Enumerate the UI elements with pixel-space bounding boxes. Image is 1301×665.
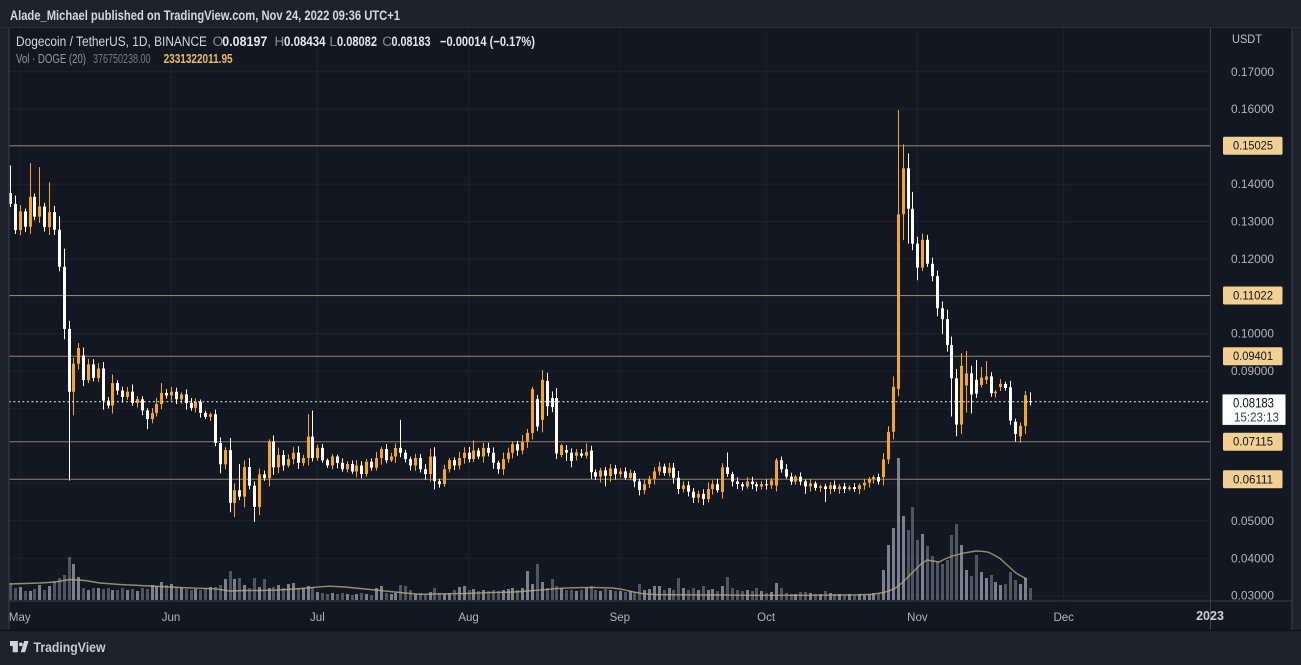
svg-text:USDT: USDT (1232, 34, 1262, 46)
svg-text:Sep: Sep (610, 612, 630, 624)
svg-text:0.12000: 0.12000 (1231, 254, 1274, 266)
svg-text:0.08082: 0.08082 (337, 34, 377, 49)
svg-text:15:23:13: 15:23:13 (1234, 411, 1279, 425)
svg-text:376750238.00: 376750238.00 (93, 51, 151, 66)
svg-text:0.10000: 0.10000 (1231, 329, 1274, 341)
svg-text:C: C (382, 34, 392, 49)
svg-text:Jul: Jul (310, 612, 325, 624)
svg-text:0.15025: 0.15025 (1233, 141, 1273, 153)
svg-text:0.17000: 0.17000 (1231, 67, 1274, 79)
svg-text:Dogecoin / TetherUS, 1D, BINAN: Dogecoin / TetherUS, 1D, BINANCE (16, 34, 207, 49)
svg-text:0.11022: 0.11022 (1233, 291, 1273, 303)
svg-text:Aug: Aug (458, 612, 478, 624)
svg-text:Jun: Jun (162, 612, 181, 624)
svg-text:H: H (275, 34, 285, 49)
svg-text:Nov: Nov (907, 612, 928, 624)
svg-text:0.05000: 0.05000 (1231, 516, 1274, 528)
svg-text:0.08197: 0.08197 (222, 34, 267, 49)
svg-text:0.07115: 0.07115 (1233, 437, 1273, 449)
svg-text:−0.00014 (−0.17%): −0.00014 (−0.17%) (440, 34, 535, 49)
svg-text:Dec: Dec (1053, 612, 1074, 624)
svg-text:0.16000: 0.16000 (1231, 104, 1274, 116)
svg-text:TradingView: TradingView (34, 640, 106, 655)
svg-text:L: L (329, 34, 337, 49)
svg-text:0.03000: 0.03000 (1231, 591, 1274, 603)
svg-text:0.06111: 0.06111 (1233, 474, 1273, 486)
svg-text:0.14000: 0.14000 (1231, 179, 1274, 191)
svg-text:Vol · DOGE (20): Vol · DOGE (20) (16, 51, 86, 66)
svg-text:May: May (9, 612, 31, 624)
svg-text:Alade_Michael published on Tra: Alade_Michael published on TradingView.c… (10, 8, 400, 23)
svg-text:O: O (213, 34, 224, 49)
svg-text:0.08183: 0.08183 (1233, 395, 1274, 410)
svg-text:0.09000: 0.09000 (1231, 366, 1274, 378)
svg-text:0.08183: 0.08183 (392, 34, 431, 49)
svg-text:0.09401: 0.09401 (1233, 351, 1273, 363)
svg-text:0.08434: 0.08434 (284, 34, 326, 49)
svg-text:0.04000: 0.04000 (1231, 553, 1274, 565)
svg-text:Oct: Oct (757, 612, 776, 624)
svg-text:0.13000: 0.13000 (1231, 217, 1274, 229)
svg-text:2331322011.95: 2331322011.95 (164, 51, 233, 66)
svg-text:2023: 2023 (1196, 609, 1224, 623)
